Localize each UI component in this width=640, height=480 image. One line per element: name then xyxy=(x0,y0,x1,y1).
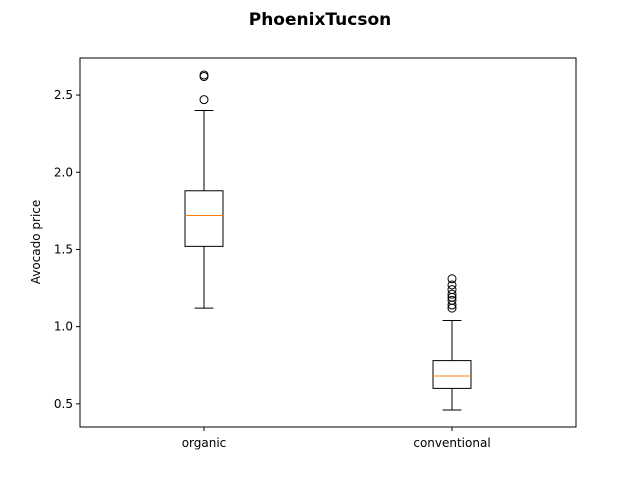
y-tick-label: 1.0 xyxy=(54,320,73,334)
x-tick-label: conventional xyxy=(413,436,490,450)
y-axis-label: Avocado price xyxy=(29,200,43,285)
outlier-point xyxy=(199,95,209,105)
plot-area xyxy=(79,57,577,428)
plot-marks xyxy=(184,70,472,411)
outlier-point xyxy=(447,289,457,299)
iqr-box xyxy=(432,360,472,389)
y-tick-label: 2.5 xyxy=(54,88,73,102)
y-axis: 0.5 1.0 1.5 2.0 2.5 xyxy=(54,88,80,411)
x-axis: organic conventional xyxy=(182,427,491,450)
chart-title: PhoenixTucson xyxy=(249,10,391,30)
outlier-point xyxy=(447,274,457,284)
outlier-point xyxy=(199,70,209,80)
y-tick-label: 2.0 xyxy=(54,165,73,179)
y-tick-label: 0.5 xyxy=(54,397,73,411)
y-tick-label: 1.5 xyxy=(54,242,73,256)
outlier-point xyxy=(447,280,457,290)
box-group-organic xyxy=(184,70,224,309)
iqr-box xyxy=(184,190,224,247)
box-group-conventional xyxy=(432,274,472,411)
x-tick-label: organic xyxy=(182,436,227,450)
outlier-point xyxy=(447,295,457,305)
outlier-point xyxy=(447,285,457,295)
